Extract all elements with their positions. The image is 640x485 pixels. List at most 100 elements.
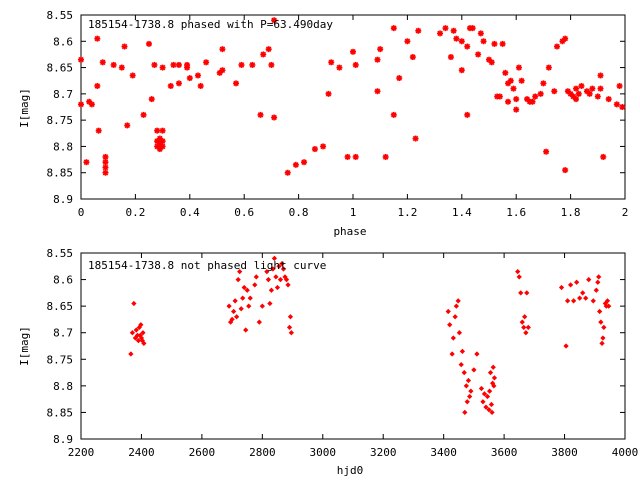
data-point [447,322,453,328]
data-point [129,330,136,336]
data-point [567,282,574,288]
data-point [128,351,134,357]
data-point [481,391,488,397]
data-point [159,143,166,150]
data-point [280,266,287,272]
data-point [78,101,84,108]
plot-frame [80,252,626,440]
data-point [95,127,102,134]
data-point [601,324,607,331]
data-point [267,300,273,307]
data-point [597,85,604,92]
y-tick-label: 8.75 [47,114,74,127]
data-point [484,393,491,400]
data-point [271,17,278,24]
y-tick-label: 8.75 [47,353,74,366]
x-tick-label: 1.6 [506,206,526,219]
data-point [465,377,472,384]
y-tick-label: 8.6 [53,35,73,48]
data-point [545,64,552,71]
data-point [175,61,182,68]
y-tick-label: 8.8 [53,380,73,393]
data-point [515,268,521,275]
data-point [232,298,238,304]
data-point [287,314,294,320]
chart-title: 185154-1738.8 phased with P=63.490day [88,18,333,31]
x-tick-label: 0.2 [125,206,145,219]
data-point [131,300,137,307]
data-point [478,385,485,392]
data-point [480,38,487,45]
data-point [442,25,449,32]
x-tick-label: 2600 [189,446,216,459]
data-point [249,61,256,68]
data-point [124,122,131,129]
data-point [288,330,294,336]
y-tick-label: 8.85 [47,406,74,419]
x-axis-label: hjd0 [337,464,364,477]
data-point [523,330,529,336]
data-point [464,399,470,405]
data-point [477,30,484,37]
data-point [489,409,495,416]
data-point [562,35,569,42]
data-point [194,72,201,79]
y-axis-label: I[mag] [18,88,31,128]
data-point [412,135,419,142]
data-point [502,69,509,76]
data-point [238,306,244,312]
x-tick-label: 1.8 [561,206,581,219]
data-point [271,114,278,121]
data-point [237,268,243,275]
data-point [450,27,457,34]
data-point [604,298,611,304]
x-tick-label: 1 [350,206,357,219]
data-point [229,316,235,323]
data-point [344,153,351,160]
data-point [467,393,473,400]
data-point [468,388,474,394]
data-point [154,127,161,134]
data-point [102,159,109,166]
unphased-light-curve-panel: 2200 2400 2600 2800 3000 3200 3400 3600 3800 4000… [18,247,638,477]
data-point [374,88,381,95]
data-point [447,54,454,61]
data-point [540,80,547,87]
data-point [273,274,279,280]
data-point [600,153,607,160]
data-point [140,111,147,118]
x-tick-label: 1.4 [452,206,472,219]
data-point [279,261,285,267]
y-tick-label: 8.65 [47,300,74,313]
data-point [259,303,265,309]
data-point [409,54,416,61]
tick-layer [80,14,626,200]
data-point [564,298,571,304]
data-point [577,295,583,301]
data-point [463,383,469,389]
chart-title: 185154-1738.8 not phased light curve [88,259,326,272]
data-point [102,169,109,176]
data-point [599,340,605,346]
data-point [458,67,465,74]
data-point [230,308,237,315]
y-tick-label: 8.85 [47,167,74,180]
data-point [184,64,191,71]
y-tick-label: 8.55 [47,247,74,260]
data-point [197,82,204,89]
data-point [583,295,589,301]
data-point [129,72,136,79]
x-tick-label: 2400 [128,446,155,459]
data-point [264,268,270,275]
data-point [487,369,494,376]
data-point [596,274,602,280]
x-tick-label: 2 [622,206,629,219]
data-point [459,348,466,354]
data-point [563,343,569,349]
data-point [170,61,177,68]
data-point [301,159,308,166]
data-point [415,27,422,34]
data-point [148,96,155,103]
data-point-layer [78,17,626,176]
